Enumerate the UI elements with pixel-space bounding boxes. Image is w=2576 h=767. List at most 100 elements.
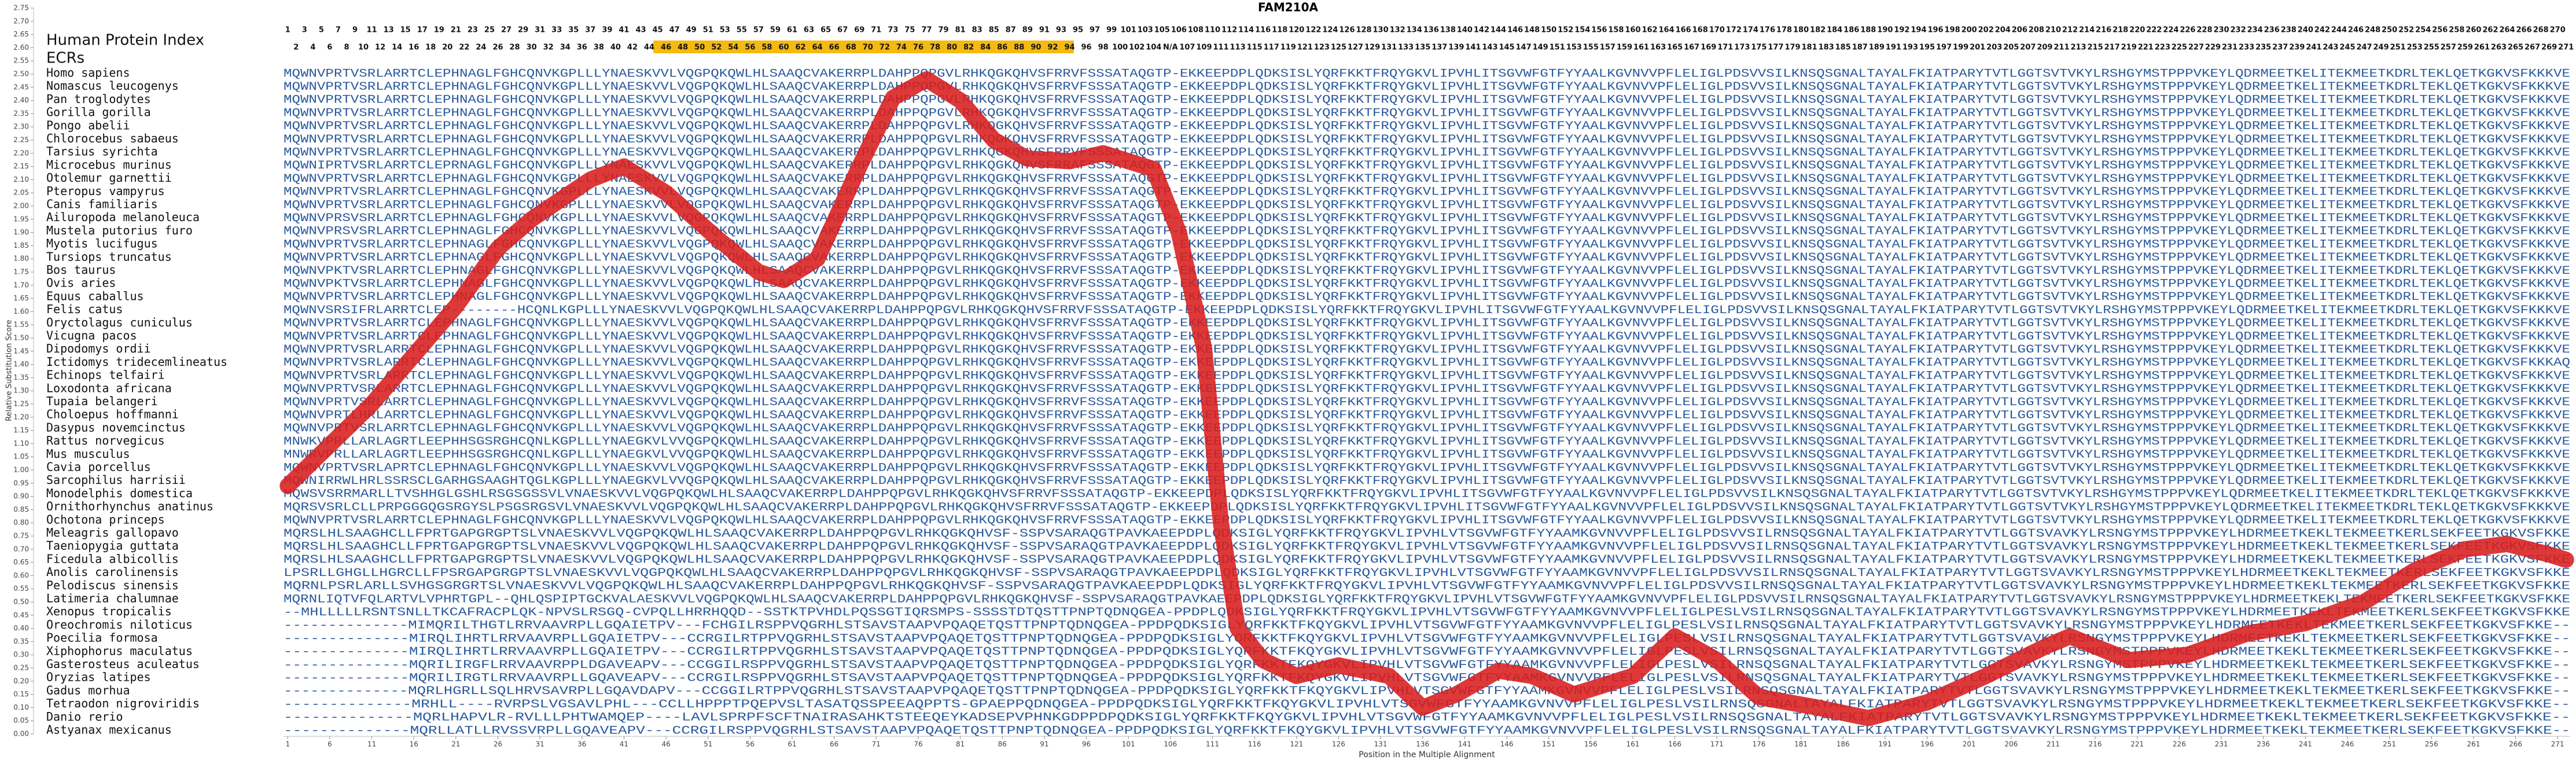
y-tick-label: 0.55 (13, 585, 29, 593)
x-tick-label: 31 (536, 740, 544, 748)
species-name: Felis catus (46, 302, 123, 316)
y-tick-label: 0.90 (13, 492, 29, 500)
index-number: 241 (2306, 43, 2321, 52)
x-tick-label: 86 (998, 740, 1007, 748)
index-number: 28 (510, 43, 520, 52)
y-tick-label: 1.05 (13, 453, 29, 461)
sequence: MQRSLHLSAAGHCLLFPRTGAPGRGPTSLVNAESKVVLVQ… (284, 553, 2570, 567)
index-number: 223 (2155, 43, 2170, 52)
species-name: Ochotona princeps (46, 512, 165, 526)
index-number: 2 (293, 43, 299, 52)
index-number: 48 (678, 43, 688, 52)
index-number: 94 (1064, 43, 1074, 52)
index-number: 19 (434, 26, 444, 35)
index-number: 250 (2382, 26, 2397, 35)
y-tick-label: 1.95 (13, 215, 29, 223)
sequence: MQWNVPRSVSRLARRTCLEPHNAGLFGHCQNVKGPLLLYN… (284, 212, 2570, 225)
index-number: 171 (1717, 43, 1733, 52)
sequence: MQWSVSRRMARLLTVSHHGLGSHLRSGSGSSVLVNAESKV… (284, 488, 2570, 501)
index-number: 136 (1423, 26, 1439, 35)
index-number: 71 (871, 26, 881, 35)
x-tick-label: 141 (1458, 740, 1471, 748)
index-number: 177 (1768, 43, 1783, 52)
score-line (279, 71, 2574, 726)
index-number: 192 (1894, 26, 1909, 35)
index-number: 145 (1499, 43, 1514, 52)
index-number: 209 (2037, 43, 2052, 52)
index-number: 47 (669, 26, 680, 35)
x-tick-label: 116 (1248, 740, 1261, 748)
index-number: 54 (728, 43, 738, 52)
index-number: 44 (644, 43, 654, 52)
species-name: Anolis carolinensis (46, 565, 179, 579)
sequence: MQWNVPRTVSRLARRTCLEPHNAGLFGHCQNVKGPLLLYN… (284, 317, 2570, 331)
species-name: Pteropus vampyrus (46, 184, 165, 198)
index-number: 219 (2121, 43, 2137, 52)
index-number: 180 (1793, 26, 1809, 35)
index-number: 67 (837, 26, 848, 35)
index-number: 179 (1784, 43, 1800, 52)
index-number: 210 (2045, 26, 2061, 35)
species-name: Ficedula albicollis (46, 552, 179, 566)
index-number: 156 (1591, 26, 1607, 35)
index-number: 169 (1701, 43, 1716, 52)
species-name: Homo sapiens (46, 66, 130, 80)
index-number: 115 (1247, 43, 1263, 52)
sequence: MQRSVSRLCLLPRPGGGQGSRGYSLPSGSRGSVLVNAESK… (284, 501, 2570, 514)
x-tick-label: 131 (1374, 740, 1388, 748)
index-number: 75 (904, 26, 915, 35)
y-tick-label: 0.15 (13, 690, 29, 698)
index-number: 140 (1457, 26, 1473, 35)
sequence: MQRSLHLSAAGHCLLFPRTGAPGRGPTSLVNAESKVVLVQ… (284, 540, 2570, 553)
index-number: 185 (1835, 43, 1851, 52)
index-number: 124 (1322, 26, 1338, 35)
index-number: 181 (1802, 43, 1817, 52)
species-name: Tarsius syrichta (46, 145, 158, 159)
x-tick-label: 156 (1584, 740, 1598, 748)
x-tick-label: 246 (2341, 740, 2354, 748)
x-tick-label: 106 (1164, 740, 1177, 748)
y-tick-label: 1.50 (13, 334, 29, 342)
index-number: 126 (1339, 26, 1355, 35)
species-name: Pan troglodytes (46, 92, 151, 106)
index-number: 142 (1474, 26, 1489, 35)
species-name: Dipodomys ordii (46, 342, 151, 355)
index-number: 144 (1491, 26, 1506, 35)
y-tick-label: 0.60 (13, 571, 29, 579)
index-number: 52 (711, 43, 722, 52)
index-number: 89 (1022, 26, 1033, 35)
index-number: 82 (963, 43, 974, 52)
index-number: 163 (1650, 43, 1666, 52)
species-name: Xenopus tropicalis (46, 604, 172, 618)
sequence: MQWNVPRTVSRLARRTCLEPHNAGLFGHCQNVKGPLLLYN… (284, 120, 2570, 133)
species-name: Canis familiaris (46, 197, 158, 211)
index-number: 168 (1692, 26, 1708, 35)
index-number: 208 (2029, 26, 2044, 35)
index-number: 248 (2365, 26, 2380, 35)
index-number: 5 (319, 26, 324, 35)
index-number: 41 (619, 26, 629, 35)
index-number: 199 (1953, 43, 1968, 52)
y-tick-label: 2.65 (13, 30, 29, 38)
index-number: 146 (1507, 26, 1523, 35)
sequence: MQWNVPRTVSRLARRTCLEPHNAGLFGHCQNVKGPLLLYN… (284, 357, 2570, 370)
species-name: Cavia porcellus (46, 460, 151, 474)
index-number: 157 (1600, 43, 1615, 52)
y-tick-label: 0.80 (13, 519, 29, 527)
index-number: 111 (1213, 43, 1228, 52)
index-number: 150 (1541, 26, 1556, 35)
index-number: 174 (1743, 26, 1758, 35)
y-tick-label: 0.25 (13, 664, 29, 672)
species-name: Ictidomys tridecemlineatus (46, 355, 227, 369)
index-number: 147 (1516, 43, 1532, 52)
species-name: Ovis aries (46, 276, 116, 290)
y-tick-label: 2.25 (13, 136, 29, 144)
index-number: 206 (2012, 26, 2027, 35)
sequence: MQWNVPRTVSRLAPRTCLEPHNAGLFGHCQNVKGPLLLYN… (284, 461, 2570, 475)
x-tick-label: 111 (1206, 740, 1219, 748)
sequence: MQWNVPRTVSRLARRTCLEPHNAGLFGHCQNVKGPLLLYN… (284, 422, 2570, 435)
x-tick-label: 6 (327, 740, 332, 748)
index-number: 224 (2163, 26, 2178, 35)
x-tick-label: 56 (746, 740, 755, 748)
